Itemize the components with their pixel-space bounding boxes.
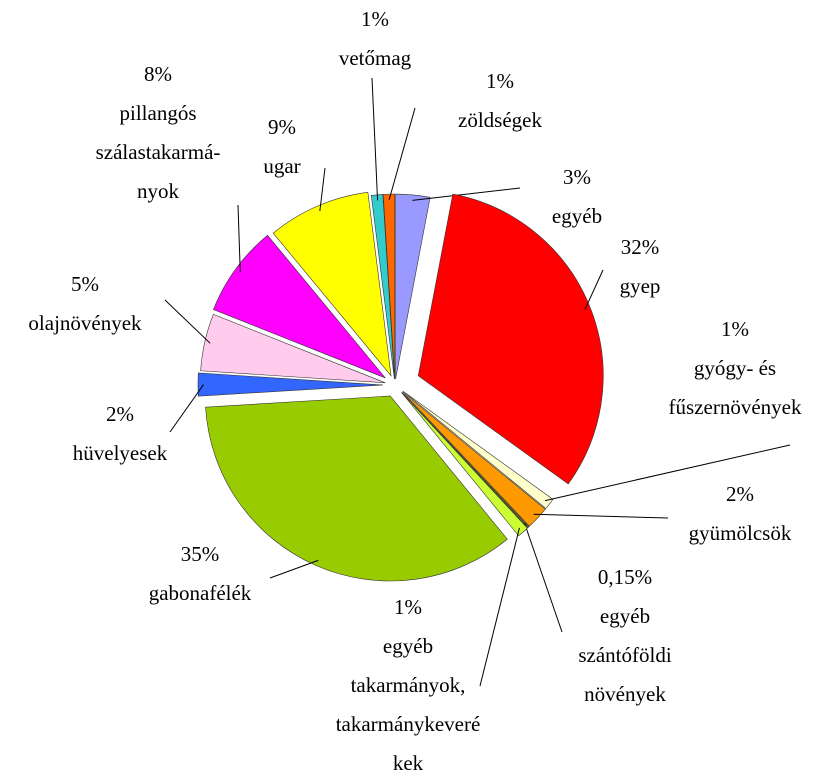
value-label: 8%: [144, 62, 172, 86]
leader-line: [479, 527, 520, 687]
leader-line: [319, 167, 326, 212]
leader-line: [584, 269, 604, 310]
value-label: 3%: [563, 165, 591, 189]
value-label: 35%: [180, 542, 220, 566]
slice-label: gyógy- és fűszernövények: [668, 356, 802, 419]
leader-line: [269, 559, 319, 579]
value-label: 0,15%: [597, 565, 653, 589]
leader-line: [169, 384, 204, 433]
value-label: 2%: [726, 482, 754, 506]
slice-label: pillangós szálastakarmá- nyok: [95, 101, 221, 203]
leader-line: [412, 187, 521, 201]
slice-label: egyéb takarmányok, takarmánykeveré kek: [335, 634, 481, 775]
leader-line: [371, 77, 379, 201]
leader-line: [164, 299, 211, 344]
leader-line: [524, 523, 563, 633]
pie-slice: [197, 372, 384, 397]
pie-slice: [401, 392, 528, 537]
value-label: 5%: [71, 272, 99, 296]
leader-line: [544, 444, 791, 502]
pie-slice: [402, 390, 554, 509]
pie-slice: [200, 313, 386, 384]
pie-slice: [272, 191, 392, 377]
slice-label: gabonafélék: [148, 581, 252, 605]
value-label: 32%: [620, 235, 660, 259]
slice-label: egyéb: [551, 204, 603, 228]
value-label: 1%: [486, 69, 514, 93]
slice-label: hüvelyesek: [72, 441, 168, 465]
slice-label: gyümölcsök: [688, 521, 792, 545]
value-label: 1%: [721, 317, 749, 341]
leader-line: [533, 513, 669, 519]
pie-slice: [205, 395, 508, 582]
slice-label: olajnövények: [28, 311, 142, 335]
pie-slice: [401, 392, 530, 529]
value-label: 1%: [361, 7, 389, 31]
pie-slice: [395, 193, 431, 380]
slice-label: egyéb szántóföldi növények: [578, 604, 672, 706]
slice-label: zöldségek: [458, 108, 542, 132]
pie-slice: [382, 193, 396, 380]
slice-label: gyep: [619, 274, 661, 298]
value-label: 2%: [106, 402, 134, 426]
leader-line: [237, 204, 241, 273]
pie-slice: [417, 193, 604, 485]
slice-label: ugar: [263, 154, 301, 178]
value-label: 1%: [394, 595, 422, 619]
pie-slice: [402, 391, 546, 527]
leader-line: [388, 107, 416, 200]
pie-slice: [213, 234, 386, 379]
value-label: 9%: [268, 115, 296, 139]
slice-label: vetőmag: [338, 46, 412, 70]
